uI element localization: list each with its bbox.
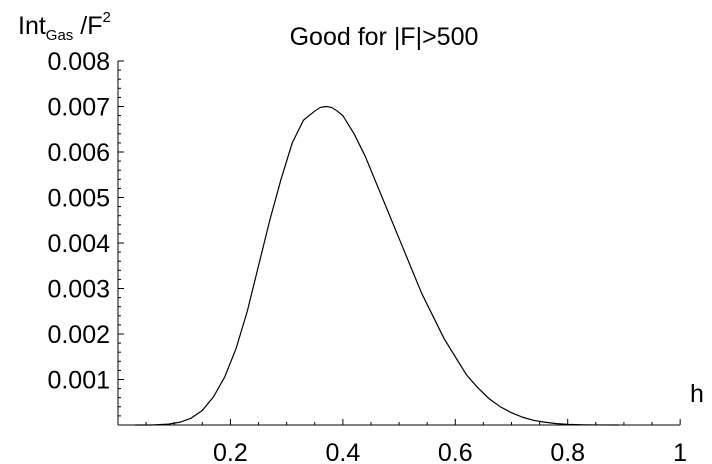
y-axis-label: IntGas /F2: [18, 9, 111, 44]
y-axis-label-superscript: 2: [102, 9, 110, 26]
y-tick-label: 0.005: [47, 185, 110, 213]
y-axis-label-main: Int: [18, 12, 46, 40]
x-tick-label: 0.4: [325, 439, 360, 464]
y-axis-label-subscript: Gas: [46, 27, 74, 44]
y-tick-label: 0.007: [47, 94, 110, 122]
x-tick-label: 0.2: [213, 439, 248, 464]
axes: [117, 61, 680, 426]
x-ticks: 0.2 0.4 0.6 0.8 1: [145, 419, 687, 464]
series-line: [134, 105, 619, 426]
y-tick-label: 0.008: [47, 48, 110, 76]
series: [134, 105, 619, 426]
x-tick-label: 1: [673, 439, 687, 464]
y-tick-label: 0.006: [47, 139, 110, 167]
y-ticks: 0.001 0.002 0.003 0.004 0.005 0.006 0.007 0.008: [47, 48, 124, 417]
y-axis-label-rest: /F: [73, 12, 102, 40]
y-tick-label: 0.002: [47, 321, 110, 349]
y-tick-label: 0.003: [47, 276, 110, 304]
x-tick-label: 0.8: [550, 439, 585, 464]
y-tick-label: 0.001: [47, 367, 110, 395]
y-tick-label: 0.004: [47, 230, 110, 258]
x-axis-label: h: [690, 380, 704, 408]
chart-title: Good for |F|>500: [290, 23, 479, 51]
x-tick-label: 0.6: [438, 439, 473, 464]
